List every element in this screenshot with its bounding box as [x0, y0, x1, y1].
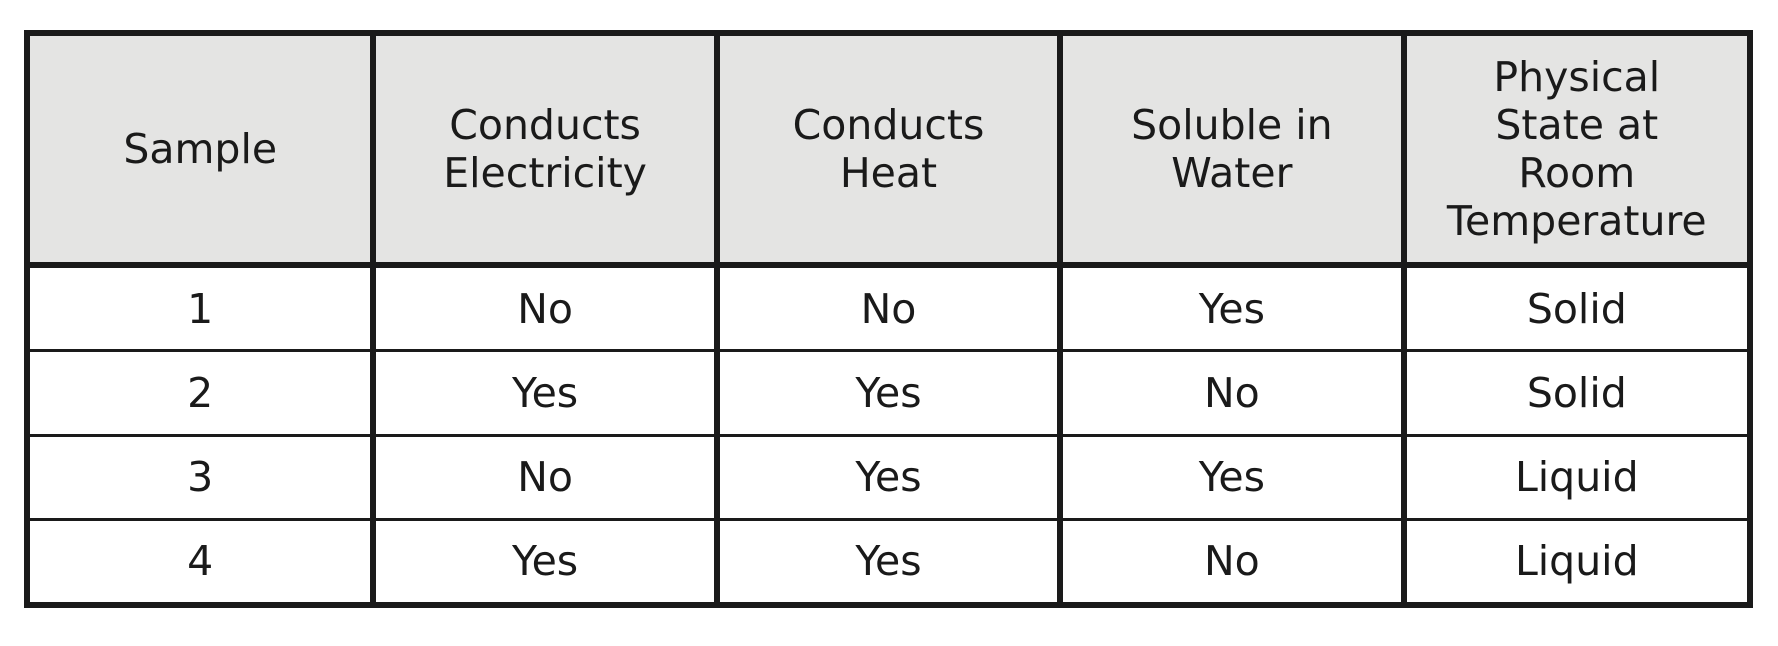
- sample-properties-table: Sample Conducts Electricity Conducts Hea…: [30, 36, 1747, 602]
- header-physical-state: Physical State at Room Temperature: [1400, 36, 1747, 268]
- cell-sample: 3: [30, 433, 374, 520]
- header-soluble-in-water-line: Soluble in: [1131, 101, 1333, 149]
- header-conducts-heat: Conducts Heat: [713, 36, 1061, 268]
- properties-table-frame: Sample Conducts Electricity Conducts Hea…: [24, 30, 1753, 608]
- header-physical-state-line: Room: [1518, 149, 1636, 197]
- cell-sample: 4: [30, 517, 374, 602]
- header-physical-state-line: State at: [1495, 101, 1659, 149]
- header-physical-state-line: Temperature: [1446, 197, 1707, 245]
- header-conducts-heat-line: Heat: [839, 149, 938, 197]
- header-physical-state-line: Physical: [1493, 53, 1661, 101]
- cell-soluble-in-water: Yes: [1057, 265, 1404, 351]
- header-conducts-electricity-line: Electricity: [443, 149, 647, 197]
- cell-physical-state: Liquid: [1400, 433, 1747, 520]
- header-row: Sample Conducts Electricity Conducts Hea…: [30, 36, 1747, 268]
- cell-conducts-heat: Yes: [713, 433, 1061, 520]
- header-conducts-electricity-line: Conducts: [449, 101, 641, 149]
- table-row: 1 No No Yes Solid: [30, 265, 1747, 351]
- cell-sample: 1: [187, 284, 214, 333]
- cell-conducts-electricity: No: [370, 433, 717, 520]
- cell-physical-state: Solid: [1400, 265, 1747, 351]
- cell-conducts-electricity: No: [370, 265, 717, 351]
- cell-soluble-in-water: No: [1057, 349, 1404, 436]
- cell-soluble-in-water: Yes: [1057, 433, 1404, 520]
- cell-sample: 2: [30, 349, 374, 436]
- cell-soluble-in-water: No: [1057, 517, 1404, 602]
- cell-conducts-electricity: Yes: [370, 349, 717, 436]
- table-row: 3 No Yes Yes Liquid: [30, 433, 1747, 520]
- table-row: 2 Yes Yes No Solid: [30, 349, 1747, 436]
- cell-physical-state: Solid: [1400, 349, 1747, 436]
- header-conducts-heat-line: Conducts: [792, 101, 985, 149]
- cell-conducts-electricity: Yes: [370, 517, 717, 602]
- header-soluble-in-water: Soluble in Water: [1057, 36, 1404, 268]
- cell-physical-state: Liquid: [1400, 517, 1747, 602]
- cell-conducts-heat: Yes: [713, 349, 1061, 436]
- header-sample-line: Sample: [123, 125, 278, 173]
- cell-conducts-heat: No: [713, 265, 1061, 351]
- cell-conducts-heat: Yes: [713, 517, 1061, 602]
- header-conducts-electricity: Conducts Electricity: [370, 36, 717, 268]
- table-row: 4 Yes Yes No Liquid: [30, 517, 1747, 602]
- header-sample: Sample: [30, 36, 374, 268]
- header-soluble-in-water-line: Water: [1171, 149, 1293, 197]
